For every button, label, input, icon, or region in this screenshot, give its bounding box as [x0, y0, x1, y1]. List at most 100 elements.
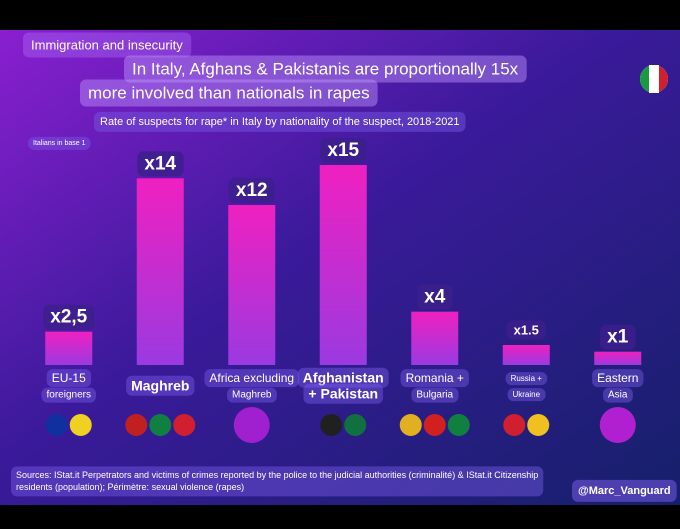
value-label-group: x4	[417, 284, 453, 310]
header: Immigration and insecurity	[31, 37, 183, 52]
value-label: x15	[327, 140, 359, 161]
x-tick-label-box	[46, 369, 92, 388]
x-tick-label-box	[507, 388, 546, 402]
chart-title-group: more involved than nationals in rapes	[80, 79, 378, 107]
source: Sources: IStat.it Perpetrators and victi…	[16, 470, 538, 492]
value-label: x2,5	[50, 307, 87, 328]
value-label-box	[228, 178, 275, 204]
value-label: x4	[424, 287, 446, 308]
x-tick-label-group: EU-15	[46, 369, 92, 388]
value-label-box	[137, 151, 184, 177]
x-tick-label-box	[227, 387, 277, 403]
x-tick-label: Romania +	[406, 371, 464, 385]
x-tick-label-box	[411, 387, 459, 403]
x-tick-label-box	[592, 369, 644, 388]
flag-icon	[503, 414, 526, 436]
value-label-group: x1.5	[506, 320, 546, 340]
header-group: Immigration and insecurity	[23, 32, 192, 58]
value-label-box	[506, 320, 546, 340]
bar	[228, 205, 276, 365]
note: Italians in base 1	[33, 140, 86, 147]
handle-box	[572, 479, 677, 502]
x-tick-label-group: + Pakistan	[303, 383, 384, 404]
x-tick-label-group: Bulgaria	[411, 387, 459, 403]
x-tick-label: Ukraine	[512, 390, 540, 399]
flag-icon	[423, 414, 446, 436]
flag-icon	[233, 407, 270, 443]
flag-icon	[149, 414, 172, 436]
value-label: x12	[236, 180, 268, 201]
flag-icon	[320, 414, 343, 436]
x-tick-label-box	[400, 369, 469, 388]
value-label: x1.5	[514, 322, 539, 337]
x-tick-label-box	[603, 387, 633, 403]
bar	[411, 311, 459, 365]
chart-title-box	[80, 79, 378, 107]
value-label-box	[417, 284, 453, 310]
flag-icon	[45, 414, 68, 436]
bar	[45, 331, 93, 365]
x-tick-label-group: Africa excluding	[204, 369, 300, 388]
x-tick-label: Africa excluding	[209, 371, 294, 385]
value-label-box	[43, 304, 95, 330]
flag-icon	[173, 414, 196, 436]
x-tick-label: Russia +	[511, 374, 543, 383]
x-tick-label-box	[126, 375, 195, 396]
source-line: residents (population); Périmètre: sexua…	[16, 482, 244, 492]
flag-icon	[527, 414, 550, 436]
bar	[136, 178, 184, 365]
x-tick-label: foreigners	[47, 390, 91, 401]
value-label-group: x1	[600, 324, 636, 350]
flag-icon	[399, 414, 422, 436]
x-tick-label-group: Russia +	[505, 372, 548, 386]
value-label: x14	[144, 153, 176, 174]
x-tick-label-group: Ukraine	[507, 388, 546, 402]
x-tick-label-group: foreigners	[41, 387, 96, 403]
source-line: Sources: IStat.it Perpetrators and victi…	[16, 470, 538, 480]
chart-title: In Italy, Afghans & Pakistanis are propo…	[132, 59, 519, 78]
chart-title: more involved than nationals in rapes	[88, 83, 370, 102]
note-box	[28, 136, 91, 150]
x-tick-label-group: Afghanistan	[297, 367, 389, 388]
x-tick-label: Maghreb	[131, 378, 189, 394]
x-tick-label-group: Eastern	[592, 369, 644, 388]
x-tick-label: Bulgaria	[416, 390, 453, 401]
bar	[319, 165, 367, 365]
chart-title-box	[124, 55, 527, 83]
value-label: x1	[607, 327, 629, 348]
chart-title-group: In Italy, Afghans & Pakistanis are propo…	[124, 55, 527, 83]
x-tick-label-box	[297, 367, 389, 388]
x-tick-label-box	[41, 387, 96, 403]
handle-group: @Marc_Vanguard	[572, 479, 677, 502]
x-tick-label-group: Maghreb	[227, 387, 277, 403]
x-tick-label: Maghreb	[232, 390, 272, 401]
chart-subtitle: Rate of suspects for rape* in Italy by n…	[100, 116, 460, 128]
chart-subtitle-box	[94, 111, 466, 132]
note-group: Italians in base 1	[28, 136, 91, 150]
x-tick-label: Asia	[608, 390, 628, 401]
bar	[594, 351, 642, 365]
x-tick-label-group: Asia	[603, 387, 633, 403]
x-tick-label: + Pakistan	[308, 386, 378, 402]
value-label-group: x14	[137, 151, 184, 177]
x-tick-label: EU-15	[52, 371, 86, 385]
flag-icon	[599, 407, 636, 443]
value-label-group: x15	[320, 138, 367, 164]
value-label-box	[320, 138, 367, 164]
x-tick-label: Eastern	[597, 371, 638, 385]
chart-subtitle-group: Rate of suspects for rape* in Italy by n…	[94, 111, 466, 132]
x-tick-label-group: Maghreb	[126, 375, 195, 396]
bar	[502, 345, 550, 365]
x-tick-label-box	[204, 369, 300, 388]
source-box	[11, 466, 544, 497]
value-label-group: x12	[228, 178, 275, 204]
flag-icon	[344, 414, 367, 436]
x-tick-label-box	[303, 383, 384, 404]
header-box	[23, 32, 192, 58]
flag-italy	[640, 65, 668, 93]
flag-icon	[447, 414, 470, 436]
x-tick-label-group: Romania +	[400, 369, 469, 388]
flag-icon	[125, 414, 148, 436]
x-tick-label-box	[505, 372, 548, 386]
